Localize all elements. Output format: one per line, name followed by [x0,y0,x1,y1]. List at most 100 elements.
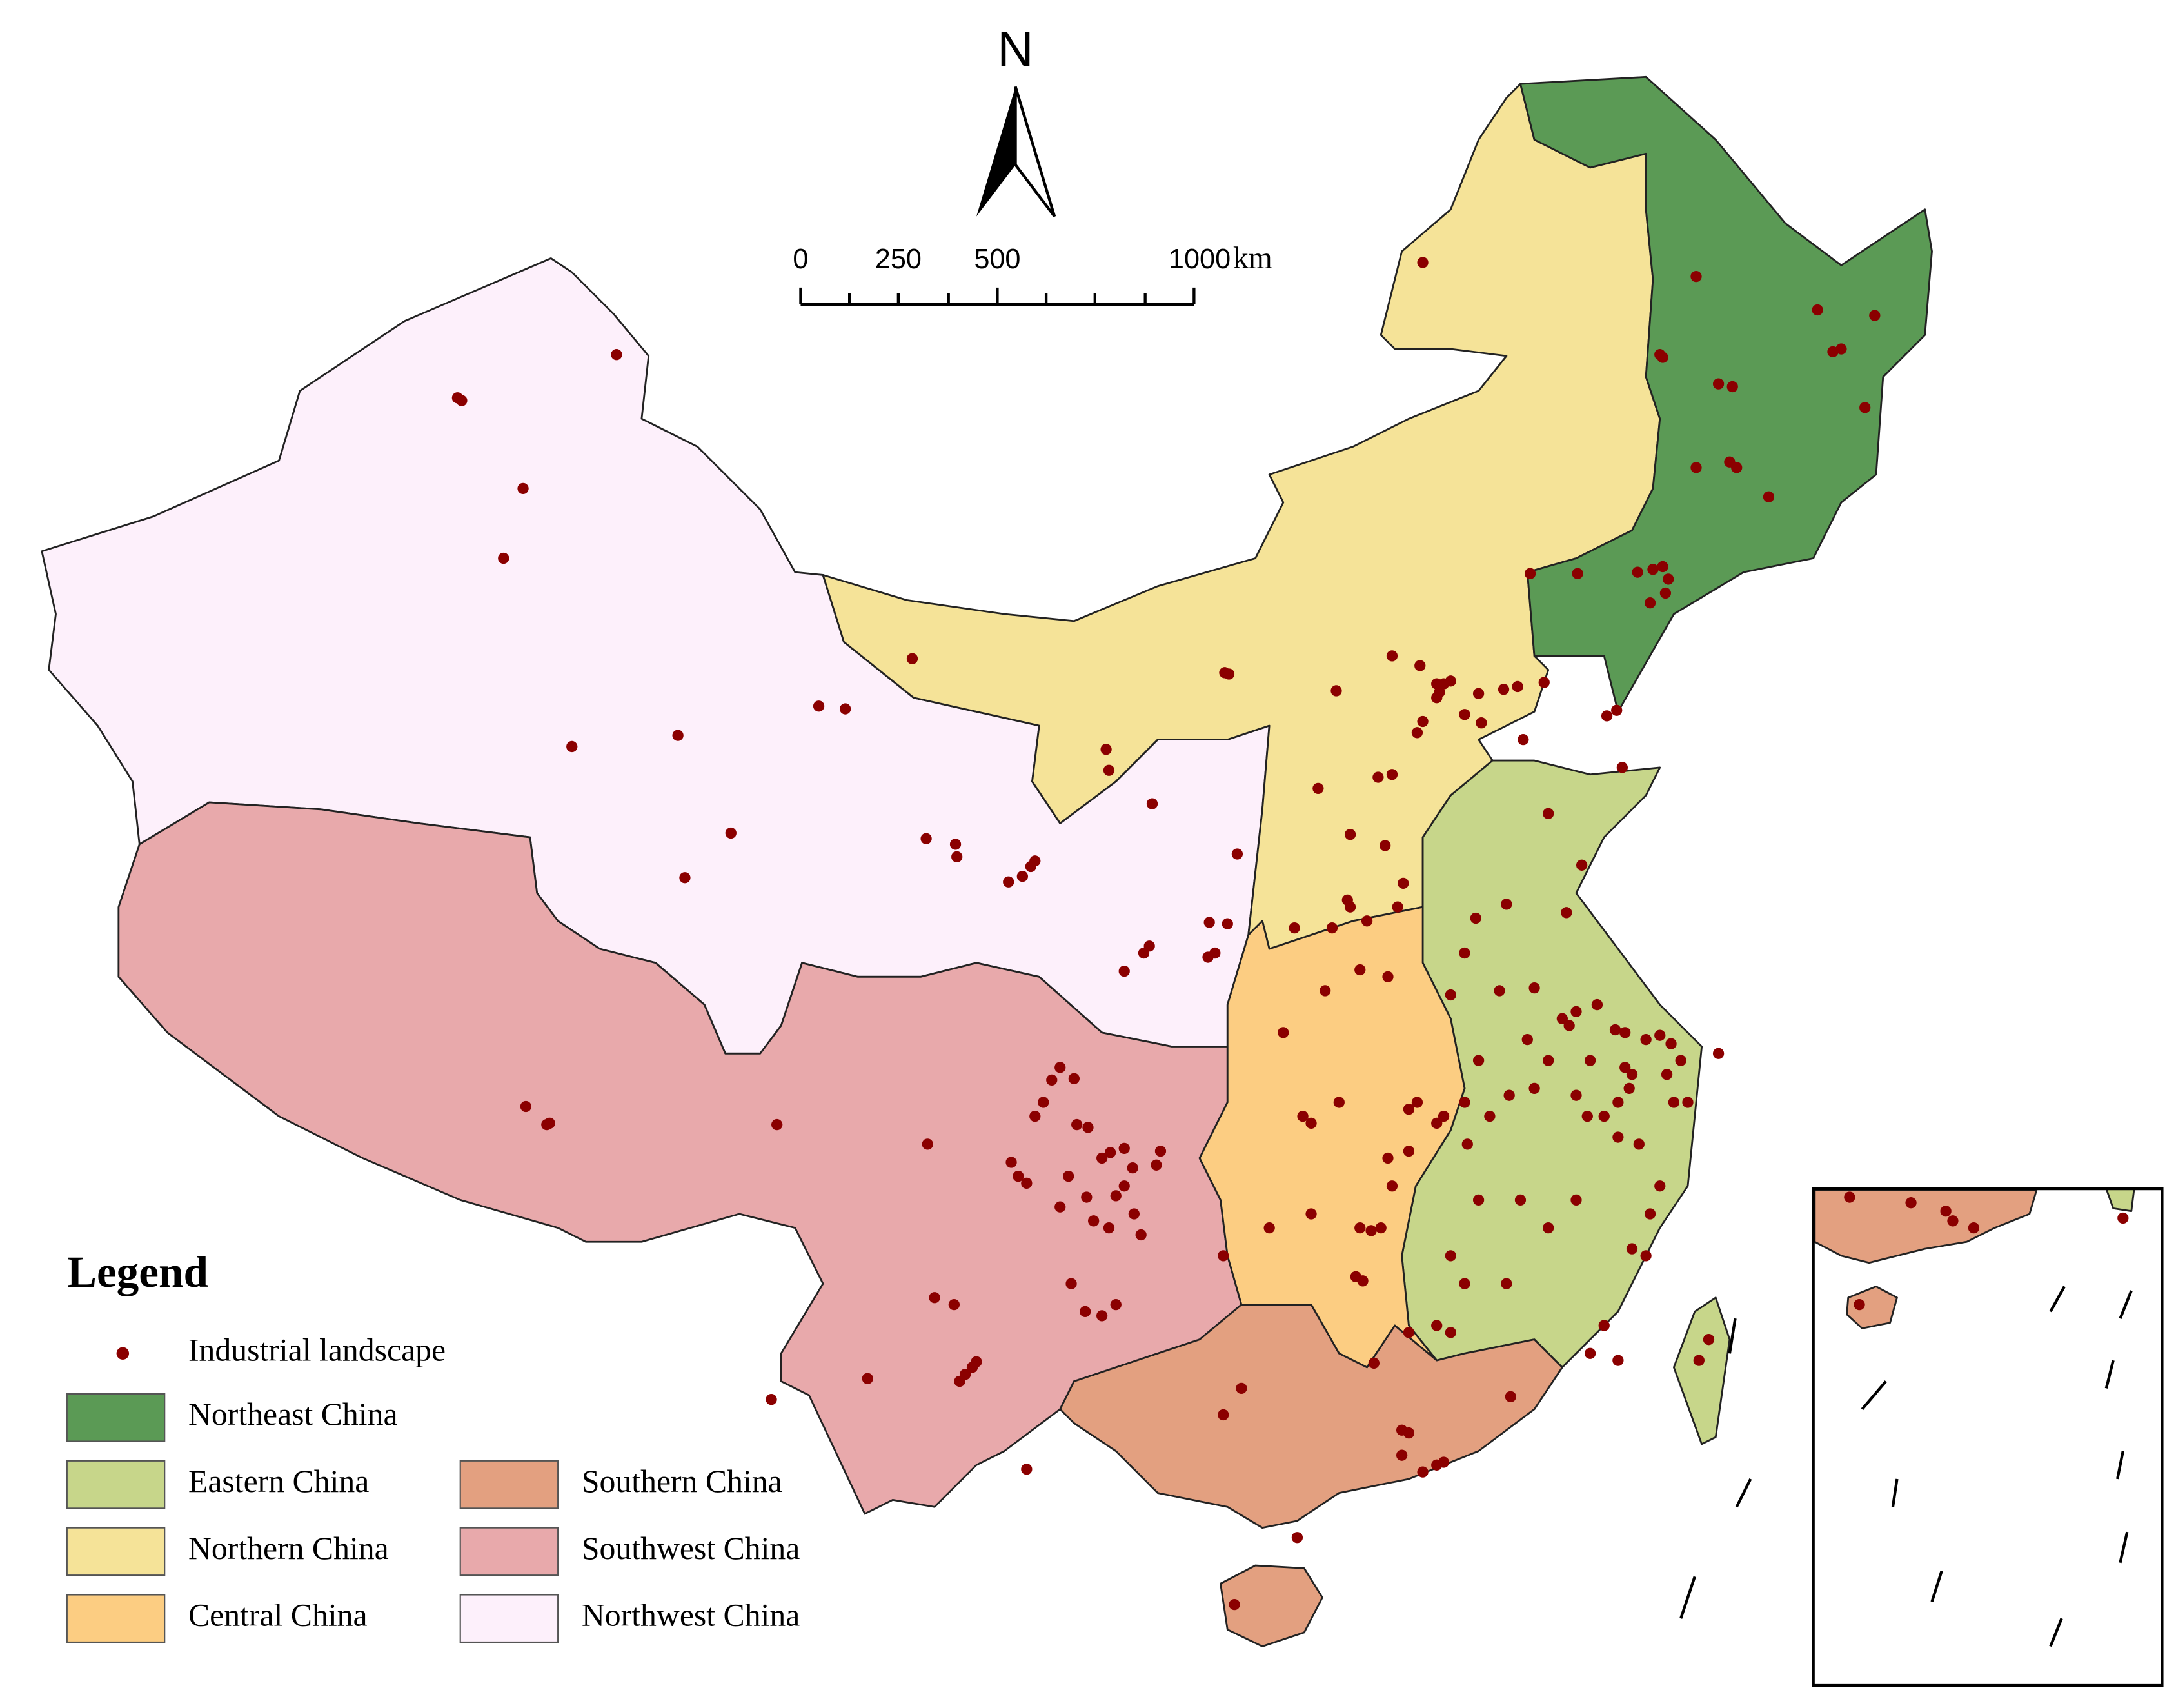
industrial-point [1103,764,1115,776]
industrial-point [1203,917,1215,928]
industrial-point [1038,1097,1049,1108]
industrial-point [1940,1206,1952,1217]
industrial-point [1459,947,1470,959]
industrial-point [1665,1038,1677,1049]
industrial-point [1563,1020,1575,1031]
scale-label: 250 [875,244,922,275]
industrial-point [1289,922,1300,934]
industrial-point [1619,1062,1631,1073]
industrial-point [1151,1159,1162,1171]
industrial-point [1675,1055,1686,1066]
industrial-point [1372,771,1384,783]
scale-unit: km [1233,242,1272,275]
industrial-point [1357,1275,1369,1287]
inset-frame [1812,1187,2164,1687]
industrial-point [840,703,851,715]
industrial-point [951,851,963,862]
industrial-point [1386,769,1398,780]
industrial-point [1029,855,1041,867]
industrial-point [679,872,691,884]
industrial-point [1104,1147,1116,1158]
industrial-point [1118,1142,1130,1155]
industrial-point [1209,947,1221,959]
industrial-point [1690,462,1702,473]
industrial-point [1438,1110,1450,1122]
industrial-point [1854,1298,1865,1311]
industrial-point [1461,1138,1473,1150]
industrial-point [906,653,918,664]
industrial-point [2117,1212,2129,1224]
legend-label: Southwest China [582,1531,800,1566]
industrial-point [1612,1131,1624,1143]
industrial-point [1503,1089,1515,1101]
scale-label: 0 [793,244,808,275]
legend-swatch [459,1460,559,1509]
industrial-point [1029,1110,1041,1122]
industrial-point [1661,1069,1673,1080]
industrial-point [1869,310,1881,321]
industrial-point [1375,1222,1387,1234]
industrial-point [1417,1466,1429,1478]
industrial-point [1543,1222,1554,1234]
legend: Northeast China Eastern China Northern Chi… [66,1393,800,1643]
scale-label: 1000 [1169,244,1231,275]
industrial-point [1118,1180,1130,1192]
industrial-point [1223,668,1235,680]
industrial-point [1431,1117,1443,1129]
industrial-point [1361,915,1373,927]
industrial-point [1096,1310,1108,1322]
region [1519,75,1933,713]
industrial-point [1305,1117,1317,1129]
industrial-point [1543,808,1554,819]
industrial-point [1611,704,1623,716]
industrial-point [1494,985,1505,997]
north-arrow-right [1014,86,1056,217]
industrial-point [1812,304,1823,316]
industrial-point [1498,684,1510,695]
scale-label: 500 [974,244,1020,275]
industrial-point [1556,1013,1568,1024]
industrial-point [1521,1034,1533,1046]
industrial-point [1543,1055,1554,1066]
industrial-point [1601,710,1613,722]
industrial-point [1143,940,1155,952]
industrial-point [1103,1222,1115,1234]
industrial-point [922,1138,933,1150]
legend-title: Legend [67,1247,208,1296]
industrial-point [1135,1229,1147,1241]
industrial-point [1528,982,1540,994]
industrial-point [1013,1170,1024,1182]
industrial-point [1703,1334,1715,1346]
industrial-point [1231,848,1243,860]
industrial-point [1354,964,1366,976]
industrial-point [1065,1278,1077,1289]
industrial-point [1654,1029,1666,1041]
industrial-point [1398,877,1409,889]
industrial-point [1538,677,1550,688]
industrial-point [1633,1138,1645,1150]
industrial-point [929,1292,940,1304]
industrial-point [1505,1391,1516,1402]
industrial-point [1312,782,1324,794]
industrial-point [1657,352,1668,363]
industrial-point [1570,1006,1582,1018]
industrial-point [1365,1225,1377,1236]
industrial-point [1222,918,1233,929]
industrial-point [1071,1118,1083,1131]
industrial-point [1459,709,1470,720]
industrial-point [1417,715,1429,728]
industrial-point [1844,1191,1855,1203]
industrial-point [1005,1157,1017,1168]
industrial-point [1344,901,1356,913]
industrial-point [1501,1278,1512,1289]
legend-label: Eastern China [188,1464,369,1499]
industrial-point [954,1375,965,1387]
industrial-point [1154,1146,1167,1157]
points [451,257,2129,1611]
industrial-point [1403,1427,1415,1439]
industrial-point [1644,1208,1656,1220]
industrial-point [1626,1069,1638,1080]
industrial-point [1668,1097,1680,1108]
industrial-point [1632,566,1643,578]
